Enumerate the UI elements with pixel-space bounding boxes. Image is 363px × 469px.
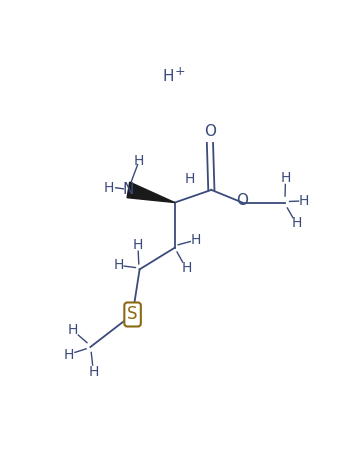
Text: H: H: [113, 258, 124, 272]
Polygon shape: [127, 182, 175, 203]
Text: H: H: [134, 154, 144, 168]
Text: O: O: [204, 123, 216, 138]
Text: +: +: [174, 65, 185, 78]
Text: H: H: [132, 238, 143, 252]
Text: H: H: [89, 364, 99, 378]
Text: H: H: [281, 171, 291, 185]
Text: N: N: [123, 182, 134, 197]
Text: H: H: [191, 233, 201, 247]
Text: H: H: [185, 172, 195, 186]
Text: H: H: [182, 261, 192, 274]
Text: H: H: [292, 217, 302, 230]
Text: H: H: [68, 323, 78, 337]
Text: S: S: [127, 305, 138, 324]
Text: H: H: [103, 181, 114, 195]
Text: O: O: [236, 193, 248, 208]
Text: H: H: [162, 68, 174, 83]
Text: H: H: [64, 348, 74, 362]
Text: H: H: [298, 194, 309, 208]
